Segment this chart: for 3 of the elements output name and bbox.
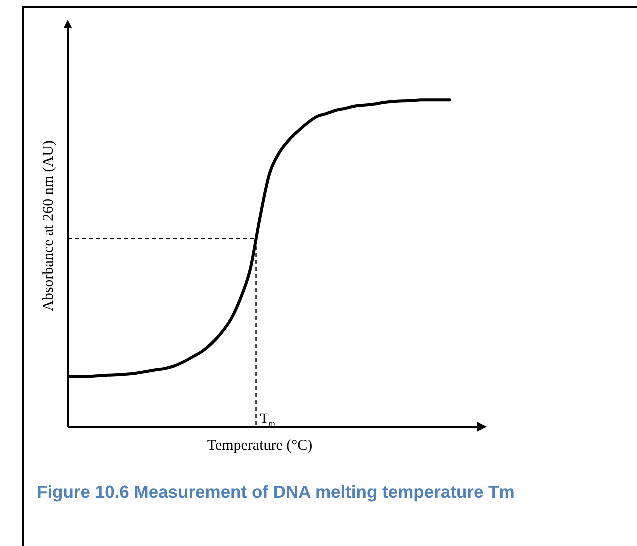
text: Figure 10.6 Measurement of DNA melting temperature Tm [37,482,515,503]
y-axis-title: Absorbance at 260 nm (AU) [40,140,57,312]
x-axis-title: Temperature (°C) [207,438,313,454]
